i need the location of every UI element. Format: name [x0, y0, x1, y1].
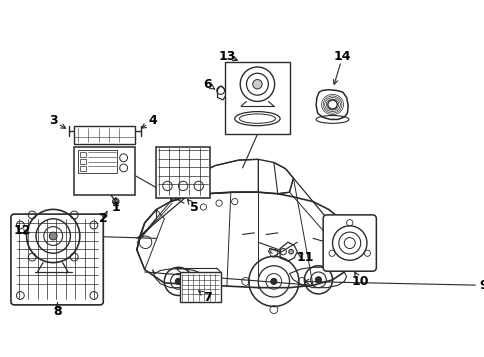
Text: 8: 8 — [53, 305, 61, 318]
Text: 4: 4 — [148, 115, 157, 127]
Bar — [225, 62, 289, 134]
Text: 2: 2 — [99, 212, 107, 225]
Bar — [78, 150, 117, 174]
Text: 3: 3 — [49, 115, 58, 127]
Circle shape — [288, 249, 293, 254]
Text: 14: 14 — [333, 50, 351, 62]
Text: 1: 1 — [111, 201, 120, 213]
Text: 13: 13 — [218, 50, 235, 62]
Bar — [74, 126, 135, 144]
Text: 7: 7 — [203, 291, 212, 303]
Text: 9: 9 — [478, 279, 484, 292]
Circle shape — [49, 232, 57, 240]
Circle shape — [270, 278, 276, 285]
FancyBboxPatch shape — [322, 215, 376, 271]
Bar — [80, 159, 86, 164]
Text: 5: 5 — [189, 201, 198, 213]
Circle shape — [252, 80, 261, 89]
Bar — [80, 166, 86, 171]
Bar — [180, 272, 220, 302]
Bar — [156, 147, 209, 198]
Text: 12: 12 — [13, 224, 30, 237]
Circle shape — [175, 278, 181, 285]
Bar — [80, 151, 86, 157]
Text: 11: 11 — [296, 251, 313, 265]
Text: 10: 10 — [350, 275, 368, 288]
Text: 6: 6 — [203, 78, 211, 91]
Circle shape — [315, 277, 321, 283]
FancyBboxPatch shape — [11, 214, 103, 305]
Bar — [74, 147, 135, 195]
Polygon shape — [316, 90, 348, 120]
